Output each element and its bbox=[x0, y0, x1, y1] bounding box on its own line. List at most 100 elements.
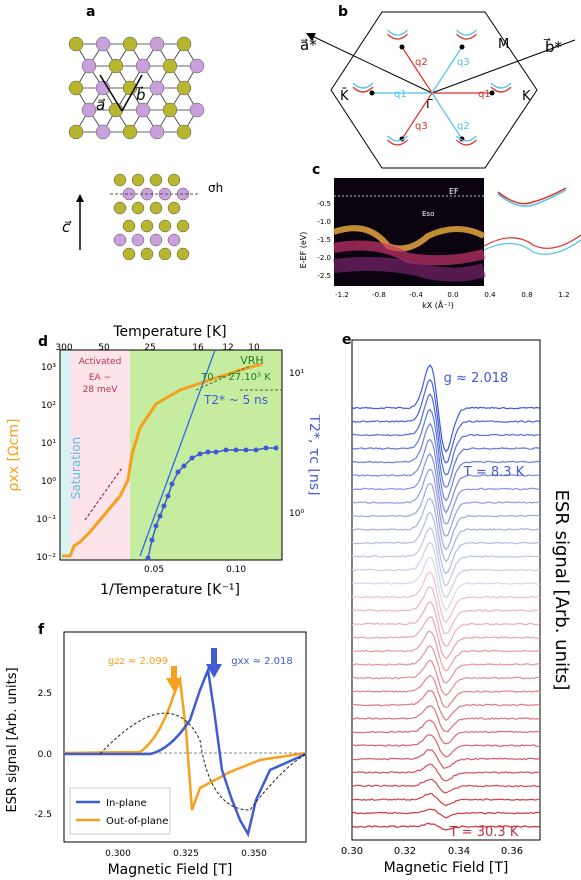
esr-trace bbox=[352, 706, 540, 732]
panel-f-chart: f gzz ≈ 2.099 gxx ≈ 2.018 2.5 0.0 -2.5 0… bbox=[0, 620, 320, 880]
atom bbox=[123, 188, 135, 200]
t2-point bbox=[166, 494, 171, 499]
t2-point bbox=[154, 524, 159, 529]
gxx-text: gxx ≈ 2.018 bbox=[231, 656, 293, 667]
g-value-text: g ≈ 2.018 bbox=[444, 371, 509, 386]
atom bbox=[150, 174, 162, 186]
atom bbox=[136, 103, 150, 117]
esr-trace bbox=[352, 660, 540, 695]
atom bbox=[177, 248, 189, 260]
t-bottom-text: T = 30.3 K bbox=[449, 825, 519, 840]
svg-text:-2.5: -2.5 bbox=[34, 810, 52, 820]
f-y-label: ESR signal [Arb. units] bbox=[5, 667, 20, 812]
atom bbox=[168, 202, 180, 214]
esr-trace bbox=[352, 750, 540, 769]
q-vector bbox=[432, 47, 462, 93]
atom bbox=[163, 59, 177, 73]
d-right-y-label: T2*, τc [ns] bbox=[306, 413, 320, 495]
svg-text:-0.5: -0.5 bbox=[317, 200, 331, 208]
q-vectors: q2 q3q1q1q3 q2 bbox=[353, 30, 511, 145]
svg-text:q1: q1 bbox=[478, 89, 491, 100]
svg-text:0.34: 0.34 bbox=[448, 846, 470, 857]
svg-text:10²: 10² bbox=[41, 401, 56, 411]
svg-text:16: 16 bbox=[192, 343, 204, 353]
t2-point bbox=[254, 448, 259, 453]
t2-point bbox=[146, 556, 151, 561]
vector-b-label: b⃗ bbox=[136, 85, 146, 104]
vrh-text: VRH bbox=[240, 354, 263, 367]
c-y-label: E-EF (eV) bbox=[299, 232, 308, 269]
esr-trace bbox=[352, 720, 540, 744]
k-point-label: K bbox=[522, 89, 531, 104]
m-point-label: M bbox=[498, 37, 509, 52]
svg-text:10⁻¹: 10⁻¹ bbox=[36, 515, 56, 525]
esr-trace bbox=[352, 484, 540, 550]
ea-text-1: EA ~ bbox=[89, 373, 111, 383]
atom bbox=[82, 59, 96, 73]
vector-a-label: a⃗ bbox=[96, 96, 105, 114]
t2-point bbox=[234, 448, 239, 453]
svg-text:10³: 10³ bbox=[41, 363, 56, 373]
svg-text:2.5: 2.5 bbox=[38, 689, 52, 699]
svg-text:q3: q3 bbox=[457, 57, 470, 68]
atom bbox=[168, 234, 180, 246]
atom bbox=[177, 37, 191, 51]
esr-trace bbox=[352, 512, 540, 573]
t2-point bbox=[190, 456, 195, 461]
esr-traces bbox=[352, 365, 540, 830]
atom bbox=[69, 37, 83, 51]
atom bbox=[123, 125, 137, 139]
t2-point bbox=[214, 450, 219, 455]
d-top-axis-label: Temperature [K] bbox=[112, 324, 226, 340]
atom bbox=[150, 37, 164, 51]
t2-point bbox=[224, 448, 229, 453]
atom bbox=[177, 81, 191, 95]
gamma-point-label: Γ bbox=[426, 97, 433, 111]
t2-point bbox=[158, 514, 163, 519]
panel-d-label: d bbox=[38, 334, 48, 350]
atom bbox=[190, 103, 204, 117]
e-y-label: ESR signal [Arb. units] bbox=[551, 490, 572, 691]
vector-c-label: c⃗ bbox=[62, 218, 72, 236]
svg-text:0.325: 0.325 bbox=[173, 849, 199, 859]
atom bbox=[82, 103, 96, 117]
atom bbox=[150, 81, 164, 95]
svg-text:q1: q1 bbox=[394, 89, 407, 100]
atom bbox=[177, 125, 191, 139]
t2-point bbox=[170, 482, 175, 487]
svg-text:0.300: 0.300 bbox=[105, 849, 131, 859]
panel-a-lattice: a⃗ b⃗ σh c⃗ bbox=[60, 20, 240, 260]
t2-text: T2* ~ 5 ns bbox=[203, 393, 268, 407]
a-star-label: a⃗* bbox=[300, 36, 317, 54]
d-left-y-label: ρxx [Ωcm] bbox=[6, 419, 22, 492]
svg-text:Eso: Eso bbox=[422, 210, 434, 218]
atom bbox=[136, 59, 150, 73]
t2-point bbox=[176, 470, 181, 475]
gzz-text: gzz ≈ 2.099 bbox=[108, 656, 168, 667]
svg-text:10: 10 bbox=[248, 343, 260, 353]
atom bbox=[159, 248, 171, 260]
svg-text:-2.5: -2.5 bbox=[317, 272, 331, 280]
svg-text:0.0: 0.0 bbox=[447, 291, 458, 299]
t2-point bbox=[244, 448, 249, 453]
svg-text:300: 300 bbox=[55, 343, 72, 353]
t-top-text: T = 8.3 K bbox=[463, 465, 525, 480]
atom bbox=[132, 234, 144, 246]
esr-trace bbox=[352, 676, 540, 708]
ea-text-2: 28 meV bbox=[83, 385, 119, 395]
atom bbox=[141, 220, 153, 232]
svg-text:-1.2: -1.2 bbox=[335, 291, 349, 299]
svg-text:q2: q2 bbox=[457, 121, 470, 132]
atom bbox=[168, 174, 180, 186]
panel-d-chart: d Temperature [K] Saturation Activated E… bbox=[0, 320, 320, 620]
svg-text:0.36: 0.36 bbox=[501, 846, 523, 857]
atom bbox=[123, 37, 137, 51]
t2-point bbox=[162, 504, 167, 509]
d-x-label: 1/Temperature [K⁻¹] bbox=[100, 582, 240, 598]
atom bbox=[109, 59, 123, 73]
atom bbox=[159, 220, 171, 232]
atom bbox=[132, 174, 144, 186]
svg-text:25: 25 bbox=[144, 343, 155, 353]
esr-trace bbox=[352, 617, 540, 659]
atom bbox=[190, 59, 204, 73]
